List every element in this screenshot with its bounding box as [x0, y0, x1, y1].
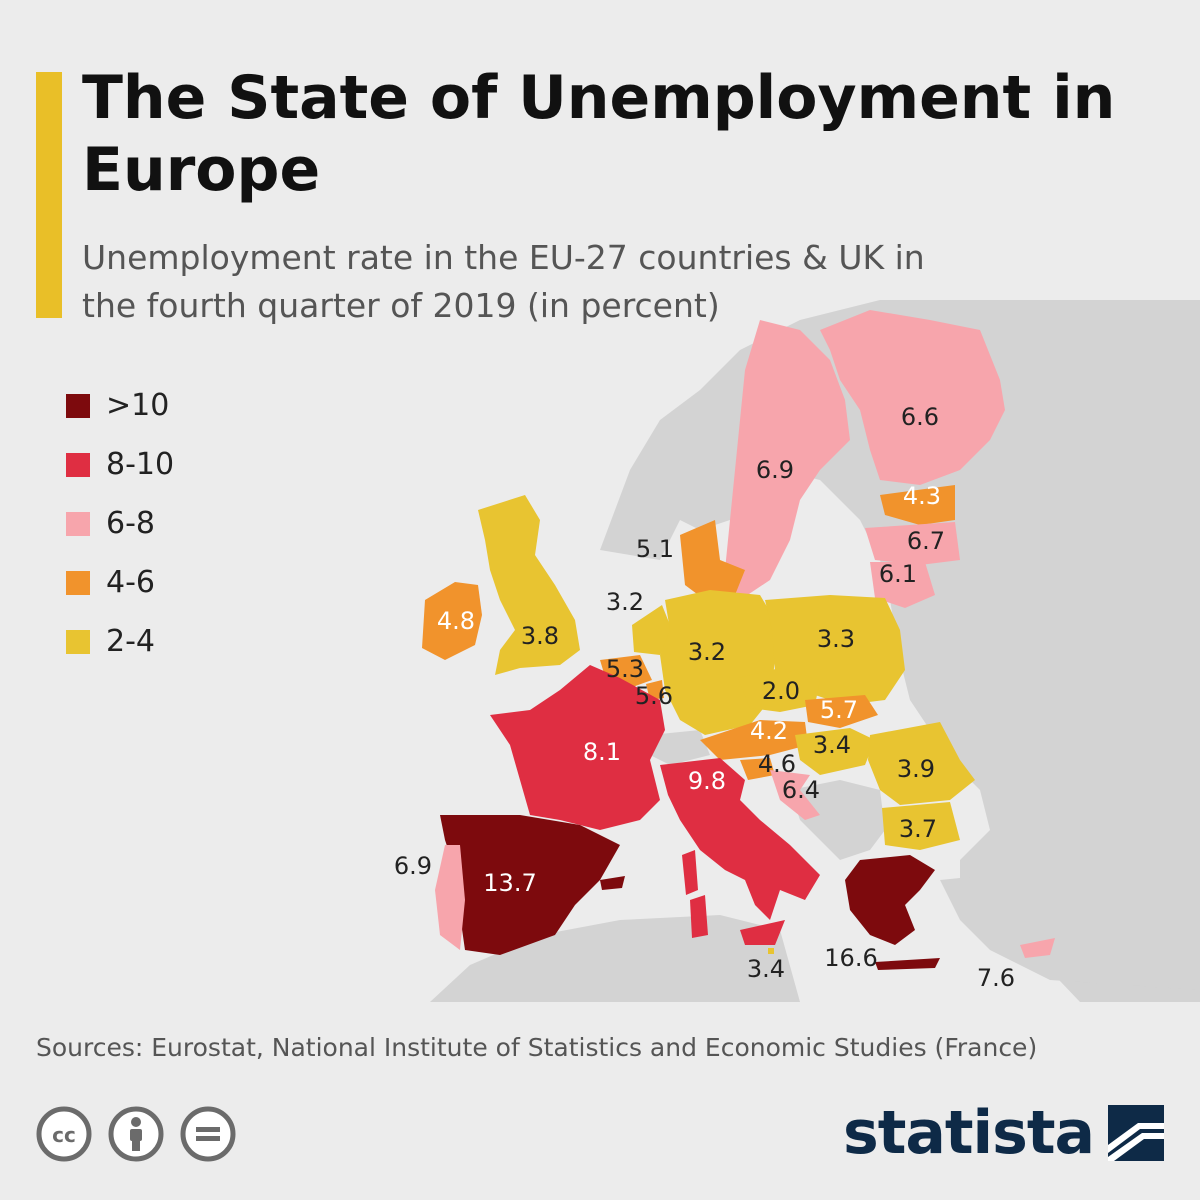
label-bulgaria: 3.7	[899, 815, 937, 843]
statista-logo[interactable]: statista	[843, 1098, 1164, 1168]
label-cyprus: 7.6	[977, 964, 1015, 992]
legend-item: >10	[66, 376, 174, 435]
label-austria: 4.2	[750, 717, 788, 745]
legend-label: >10	[106, 388, 170, 423]
label-sweden: 6.9	[756, 456, 794, 484]
ireland-shape	[422, 582, 482, 660]
statista-logo-icon	[1108, 1105, 1164, 1161]
cyprus-shape	[1020, 938, 1055, 958]
lithuania-shape	[870, 562, 935, 608]
legend-label: 8-10	[106, 447, 175, 482]
label-lithuania: 6.1	[879, 560, 917, 588]
label-spain: 13.7	[483, 869, 536, 897]
legend-swatch	[66, 452, 90, 477]
italy-shape	[660, 758, 820, 920]
france-shape	[490, 665, 665, 830]
label-czechia: 2.0	[762, 677, 800, 705]
hungary-shape	[795, 728, 875, 775]
label-malta: 3.4	[747, 955, 785, 983]
label-slovenia: 4.6	[758, 750, 796, 778]
label-romania: 3.9	[897, 755, 935, 783]
label-uk: 3.8	[521, 622, 559, 650]
label-luxembourg: 5.6	[635, 682, 673, 710]
crete-shape	[875, 958, 940, 970]
switzerland-land	[650, 730, 710, 765]
slovakia-shape	[805, 695, 878, 728]
corsica-shape	[682, 850, 698, 895]
turkey-land	[940, 870, 1200, 990]
label-ireland: 4.8	[437, 607, 475, 635]
cc-icon[interactable]: cc	[36, 1106, 92, 1162]
legend-swatch	[66, 629, 90, 654]
label-denmark: 5.1	[636, 535, 674, 563]
legend-swatch	[66, 570, 90, 595]
subtitle: Unemployment rate in the EU-27 countries…	[82, 238, 925, 325]
label-hungary: 3.4	[813, 731, 851, 759]
page-title: The State of Unemployment in Europe	[82, 63, 1116, 205]
legend-label: 2-4	[106, 624, 155, 659]
north-africa-land	[430, 915, 800, 1002]
label-france: 8.1	[583, 738, 621, 766]
sources-text: Sources: Eurostat, National Institute of…	[36, 1033, 1038, 1062]
accent-bar	[36, 72, 62, 318]
label-finland: 6.6	[901, 403, 939, 431]
estonia-shape	[880, 485, 955, 525]
label-belgium: 5.3	[606, 655, 644, 683]
label-croatia: 6.4	[782, 776, 820, 804]
netherlands-shape	[632, 605, 672, 655]
legend-item: 6-8	[66, 494, 174, 553]
label-poland: 3.3	[817, 625, 855, 653]
latvia-shape	[865, 522, 960, 565]
bulgaria-shape	[882, 802, 960, 850]
legend-label: 4-6	[106, 565, 155, 600]
balkans-land	[790, 780, 885, 860]
malta-shape	[768, 948, 774, 954]
portugal-shape	[435, 845, 465, 950]
romania-shape	[868, 722, 975, 805]
countries	[422, 310, 1055, 970]
label-latvia: 6.7	[907, 527, 945, 555]
value-labels: 6.6 6.9 4.3 6.7 6.1 5.1 3.2 4.8 3.8 3.2 …	[394, 403, 1015, 992]
spain-shape	[440, 815, 620, 955]
nd-icon[interactable]	[180, 1106, 236, 1162]
label-netherlands: 3.2	[606, 588, 644, 616]
legend: >10 8-10 6-8 4-6 2-4	[66, 376, 174, 671]
label-italy: 9.8	[688, 767, 726, 795]
legend-item: 8-10	[66, 435, 174, 494]
brand-wordmark: statista	[842, 1098, 1095, 1168]
greece-shape	[845, 855, 935, 945]
legend-item: 2-4	[66, 612, 174, 671]
denmark-shape	[680, 520, 745, 600]
slovenia-shape	[740, 758, 775, 780]
balearic-shape	[600, 876, 625, 890]
austria-shape	[700, 720, 808, 760]
by-icon[interactable]	[108, 1106, 164, 1162]
label-greece: 16.6	[824, 944, 877, 972]
legend-swatch	[66, 511, 90, 536]
svg-text:cc: cc	[52, 1123, 76, 1147]
label-slovakia: 5.7	[820, 696, 858, 724]
czechia-shape	[738, 668, 820, 712]
germany-shape	[660, 590, 775, 735]
europe-map: 6.6 6.9 4.3 6.7 6.1 5.1 3.2 4.8 3.8 3.2 …	[394, 300, 1200, 1002]
license-icons: cc	[36, 1106, 252, 1162]
sardinia-shape	[690, 895, 708, 938]
uk-shape	[478, 495, 580, 675]
sicily-shape	[740, 920, 785, 945]
label-estonia: 4.3	[903, 482, 941, 510]
legend-item: 4-6	[66, 553, 174, 612]
label-portugal: 6.9	[394, 852, 432, 880]
croatia-shape	[770, 770, 820, 820]
finland-shape	[820, 310, 1005, 485]
sweden-shape	[725, 320, 850, 600]
label-germany: 3.2	[688, 638, 726, 666]
legend-label: 6-8	[106, 506, 155, 541]
legend-swatch	[66, 393, 90, 418]
